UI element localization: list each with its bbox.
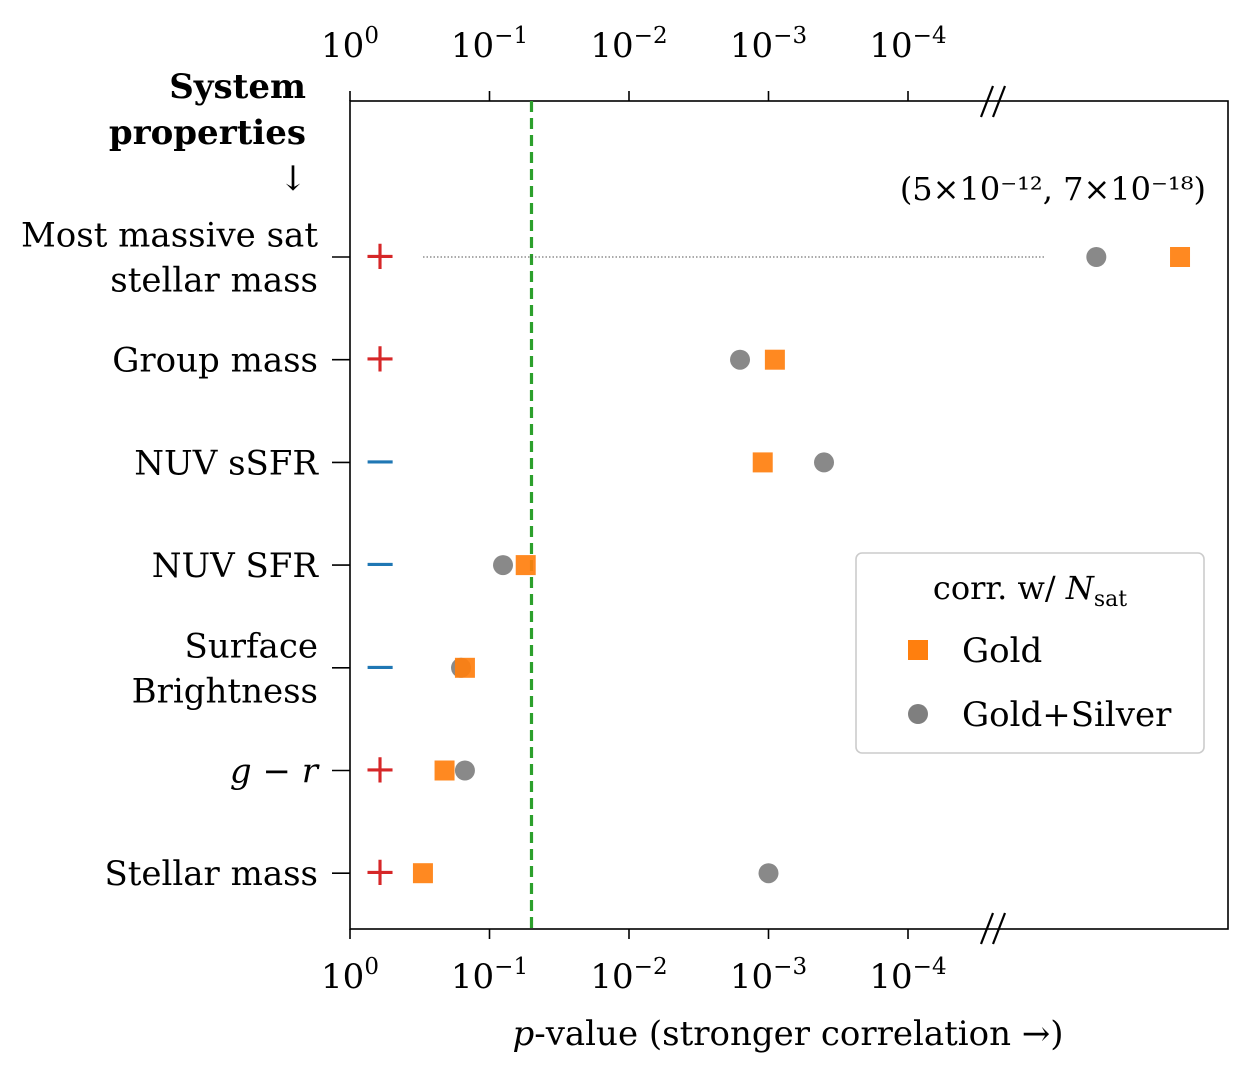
gold-silver-point bbox=[493, 555, 514, 576]
legend-label-gold: Gold bbox=[962, 631, 1042, 671]
gold-point bbox=[1170, 247, 1191, 267]
x-tick-label-top: 10−3 bbox=[730, 23, 807, 66]
positive-sign: + bbox=[363, 747, 397, 793]
x-tick-label-bottom: 10−1 bbox=[451, 954, 528, 997]
gold-point bbox=[752, 452, 773, 473]
x-tick-label-top: 10−2 bbox=[590, 23, 667, 66]
positive-sign: + bbox=[363, 233, 397, 279]
positive-sign: + bbox=[363, 336, 397, 382]
y-header-line2: properties bbox=[109, 113, 306, 153]
gold-silver-point bbox=[454, 760, 475, 781]
y-header-arrow: ↓ bbox=[279, 159, 308, 199]
positive-sign: + bbox=[363, 849, 397, 895]
gold-silver-point bbox=[758, 863, 779, 884]
x-tick-label-bottom: 10−4 bbox=[869, 954, 946, 997]
gold-point bbox=[515, 555, 536, 576]
x-tick-label-top: 10−4 bbox=[869, 23, 946, 66]
y-category-label: NUV SFR bbox=[152, 546, 320, 586]
y-category-label: Brightness bbox=[132, 671, 318, 711]
negative-sign: − bbox=[363, 438, 397, 484]
offscale-annotation: (5×10⁻¹², 7×10⁻¹⁸) bbox=[900, 170, 1206, 208]
legend-title: corr. w/ Nsat bbox=[933, 569, 1127, 612]
x-axis-label: p-value (stronger correlation →) bbox=[512, 1014, 1063, 1054]
axis-break-top bbox=[979, 85, 1007, 118]
legend-marker-gold bbox=[908, 640, 928, 660]
x-tick-label-bottom: 10−2 bbox=[590, 954, 667, 997]
y-category-label: g − r bbox=[230, 752, 320, 792]
gold-point bbox=[764, 349, 785, 370]
gold-point bbox=[412, 863, 433, 884]
x-tick-label-bottom: 10−3 bbox=[730, 954, 807, 997]
y-category-label: Surface bbox=[185, 626, 318, 666]
gold-silver-point bbox=[1086, 247, 1107, 267]
y-header-line1: System bbox=[169, 67, 306, 107]
gold-point bbox=[434, 760, 455, 781]
axis-break-bottom bbox=[979, 912, 1007, 945]
x-tick-label-top: 10−1 bbox=[451, 23, 528, 66]
legend-box bbox=[855, 552, 1205, 754]
gold-silver-point bbox=[730, 349, 751, 370]
legend: corr. w/ Nsat Gold Gold+Silver bbox=[855, 552, 1205, 754]
y-category-label: stellar mass bbox=[110, 261, 318, 301]
y-category-label: Group mass bbox=[112, 341, 318, 381]
negative-sign: − bbox=[363, 541, 397, 587]
x-tick-label-bottom: 100 bbox=[321, 954, 379, 997]
x-tick-label-top: 100 bbox=[321, 23, 379, 66]
y-category-label: Most massive sat bbox=[21, 216, 318, 256]
gold-point bbox=[454, 657, 475, 678]
plot-frame bbox=[349, 100, 1229, 930]
negative-sign: − bbox=[363, 644, 397, 690]
y-category-label: Stellar mass bbox=[104, 854, 318, 894]
y-category-label: NUV sSFR bbox=[134, 443, 319, 483]
legend-marker-gold-silver bbox=[908, 704, 928, 724]
gold-silver-point bbox=[814, 452, 835, 473]
legend-label-gold-silver: Gold+Silver bbox=[962, 695, 1172, 735]
